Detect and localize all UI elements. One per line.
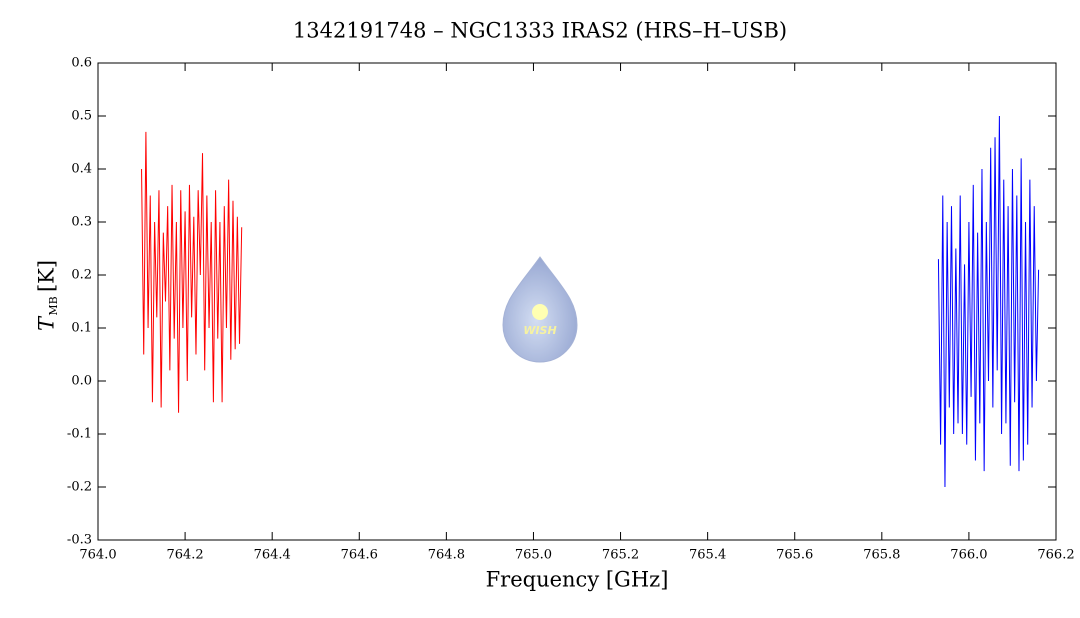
logo-text: WISH: [523, 324, 556, 337]
x-tick-label: 764.8: [428, 548, 465, 563]
y-tick-label: 0.4: [71, 162, 92, 177]
y-tick-label: 0.6: [71, 56, 92, 71]
x-tick-label: 764.2: [166, 548, 203, 563]
logo-star: [532, 304, 548, 320]
y-tick-label: -0.1: [67, 427, 92, 442]
spectrum-line: [141, 131, 243, 413]
x-tick-label: 765.0: [515, 548, 552, 563]
x-tick-label: 765.2: [602, 548, 639, 563]
y-tick-label: -0.3: [67, 533, 92, 548]
x-tick-label: 764.6: [341, 548, 378, 563]
x-tick-label: 764.0: [79, 548, 116, 563]
x-tick-label: 765.8: [863, 548, 900, 563]
y-tick-label: 0.2: [71, 268, 92, 283]
x-tick-label: 766.2: [1037, 548, 1074, 563]
x-tick-label: 765.6: [776, 548, 813, 563]
y-label-unit: [K]: [35, 260, 59, 292]
y-label-subscript: MB: [47, 296, 60, 315]
y-tick-label: 0.5: [71, 109, 92, 124]
y-tick-label: -0.2: [67, 480, 92, 495]
spectrum-line: [937, 115, 1040, 488]
y-axis-label: T MB [K]: [35, 260, 61, 331]
y-tick-label: 0.1: [71, 321, 92, 336]
x-axis-label: Frequency [GHz]: [486, 568, 669, 592]
y-label-symbol: T: [35, 315, 59, 331]
logo: WISH: [502, 256, 578, 363]
y-tick-label: 0.3: [71, 215, 92, 230]
x-tick-label: 764.4: [254, 548, 291, 563]
x-tick-label: 765.4: [689, 548, 726, 563]
y-tick-label: 0.0: [71, 374, 92, 389]
plot-frame: [97, 62, 1057, 541]
chart-title: 1342191748 – NGC1333 IRAS2 (HRS–H–USB): [293, 19, 787, 43]
x-tick-label: 766.0: [950, 548, 987, 563]
